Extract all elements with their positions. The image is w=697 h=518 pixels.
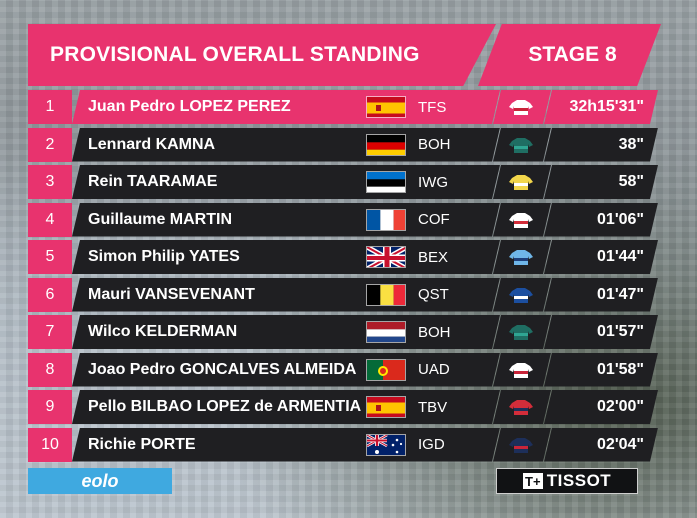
standing-row: 7 Wilco KELDERMAN BOH 01'57" — [28, 315, 658, 349]
standing-row: 10 Richie PORTE IGD 02'04" — [28, 427, 658, 462]
flag-be-icon — [366, 283, 406, 306]
position-number: 8 — [28, 352, 72, 387]
position-number: 7 — [28, 315, 72, 349]
eolo-sponsor-logo: eolo — [28, 468, 172, 494]
rider-name: Richie PORTE — [88, 435, 196, 453]
jersey-icon — [509, 362, 533, 378]
rider-bar — [72, 278, 500, 312]
jersey-icon — [509, 437, 533, 453]
rider-bar — [72, 428, 500, 462]
team-code: IGD — [418, 436, 445, 453]
time-bar — [544, 90, 658, 124]
time-gap: 02'04" — [597, 435, 644, 453]
flag-de-icon — [366, 133, 406, 156]
rider-bar — [72, 315, 500, 349]
time-gap: 58" — [618, 173, 644, 190]
position-number: 6 — [28, 277, 72, 312]
time-bar — [544, 353, 658, 387]
rider-name: Simon Philip YATES — [88, 248, 240, 265]
rider-bar — [72, 390, 500, 424]
rider-bar — [72, 165, 500, 199]
time-bar — [544, 128, 658, 162]
standing-row: 4 Guillaume MARTIN COF 01'06" — [28, 202, 658, 237]
rider-name: Guillaume MARTIN — [88, 210, 233, 228]
time-gap: 01'47" — [597, 285, 644, 303]
time-bar — [544, 315, 658, 349]
flag-au-icon — [366, 433, 406, 456]
team-code: BEX — [418, 248, 449, 266]
flag-fr-icon — [366, 208, 406, 231]
time-bar — [544, 278, 658, 312]
time-gap: 01'58" — [597, 360, 644, 378]
jersey-icon — [509, 400, 533, 415]
flag-ee-icon — [366, 171, 406, 193]
standings-title-bar: PROVISIONAL OVERALL STANDING — [28, 24, 496, 86]
stage-bar: STAGE 8 — [478, 24, 661, 86]
standing-row: 6 Mauri VANSEVENANT QST 01'47" — [28, 277, 658, 312]
standing-row: 1 Juan Pedro LOPEZ PEREZ TFS 32h15'31" — [28, 90, 658, 124]
time-bar — [544, 165, 658, 199]
rider-name: Juan Pedro LOPEZ PEREZ — [88, 98, 291, 115]
position-number: 2 — [28, 127, 72, 162]
flag-es-icon — [366, 96, 406, 118]
position-number: 9 — [28, 390, 72, 424]
eolo-logo-text: eolo — [81, 470, 119, 491]
position-number: 10 — [28, 427, 72, 462]
jersey-icon — [509, 137, 533, 153]
standing-row: 2 Lennard KAMNA BOH 38" — [28, 127, 658, 162]
team-code: BOH — [418, 323, 451, 341]
time-gap: 01'44" — [597, 248, 644, 265]
flag-es-icon — [366, 396, 406, 418]
standing-row: 9 Pello BILBAO LOPEZ de ARMENTIA TBV 02'… — [28, 390, 658, 424]
rider-name: Joao Pedro GONCALVES ALMEIDA — [88, 360, 357, 378]
team-code: UAD — [418, 361, 450, 378]
rider-name: Wilco KELDERMAN — [88, 323, 238, 340]
jersey-icon — [509, 325, 533, 340]
rider-bar — [72, 353, 500, 387]
page-title: PROVISIONAL OVERALL STANDING — [50, 43, 420, 66]
rider-bar — [72, 128, 500, 162]
tissot-mark-icon: T+ — [522, 473, 543, 489]
time-bar — [544, 390, 658, 424]
jersey-icon — [509, 100, 533, 115]
position-number: 4 — [28, 202, 72, 237]
tissot-sponsor-logo: T+ TISSOT — [496, 468, 638, 494]
team-code: QST — [418, 286, 449, 303]
standing-row: 3 Rein TAARAMAE IWG 58" — [28, 165, 658, 199]
position-number: 3 — [28, 165, 72, 199]
team-code: TBV — [418, 398, 448, 416]
rider-name: Pello BILBAO LOPEZ de ARMENTIA — [88, 398, 362, 415]
position-number: 5 — [28, 240, 72, 274]
jersey-icon — [509, 175, 533, 190]
standing-row: 8 Joao Pedro GONCALVES ALMEIDA UAD 01'58… — [28, 352, 658, 387]
rider-bar — [72, 203, 500, 237]
flag-gb-icon — [366, 246, 406, 268]
time-bar — [544, 240, 658, 274]
standing-row: 5 Simon Philip YATES BEX 01'44" — [28, 240, 658, 274]
team-code: TFS — [418, 98, 447, 116]
time-gap: 38" — [618, 135, 644, 153]
rider-bar — [72, 90, 500, 124]
team-code: IWG — [418, 173, 448, 191]
jersey-icon — [509, 212, 533, 228]
flag-pt-icon — [366, 358, 406, 381]
time-gap: 01'57" — [597, 323, 644, 340]
flag-nl-icon — [366, 321, 406, 343]
time-gap: 02'00" — [597, 398, 644, 415]
rider-name: Lennard KAMNA — [88, 135, 216, 153]
rider-name: Rein TAARAMAE — [88, 173, 218, 190]
time-gap: 01'06" — [597, 210, 644, 228]
position-number: 1 — [28, 90, 72, 124]
jersey-icon — [509, 250, 533, 265]
time-bar — [544, 203, 658, 237]
time-bar — [544, 428, 658, 462]
team-code: BOH — [418, 136, 451, 153]
jersey-icon — [509, 287, 533, 303]
time-gap: 32h15'31" — [569, 98, 644, 115]
rider-name: Mauri VANSEVENANT — [88, 285, 255, 303]
rider-bar — [72, 240, 500, 274]
stage-label: STAGE 8 — [528, 43, 617, 66]
tissot-logo-text: TISSOT — [546, 471, 612, 490]
team-code: COF — [418, 211, 450, 228]
